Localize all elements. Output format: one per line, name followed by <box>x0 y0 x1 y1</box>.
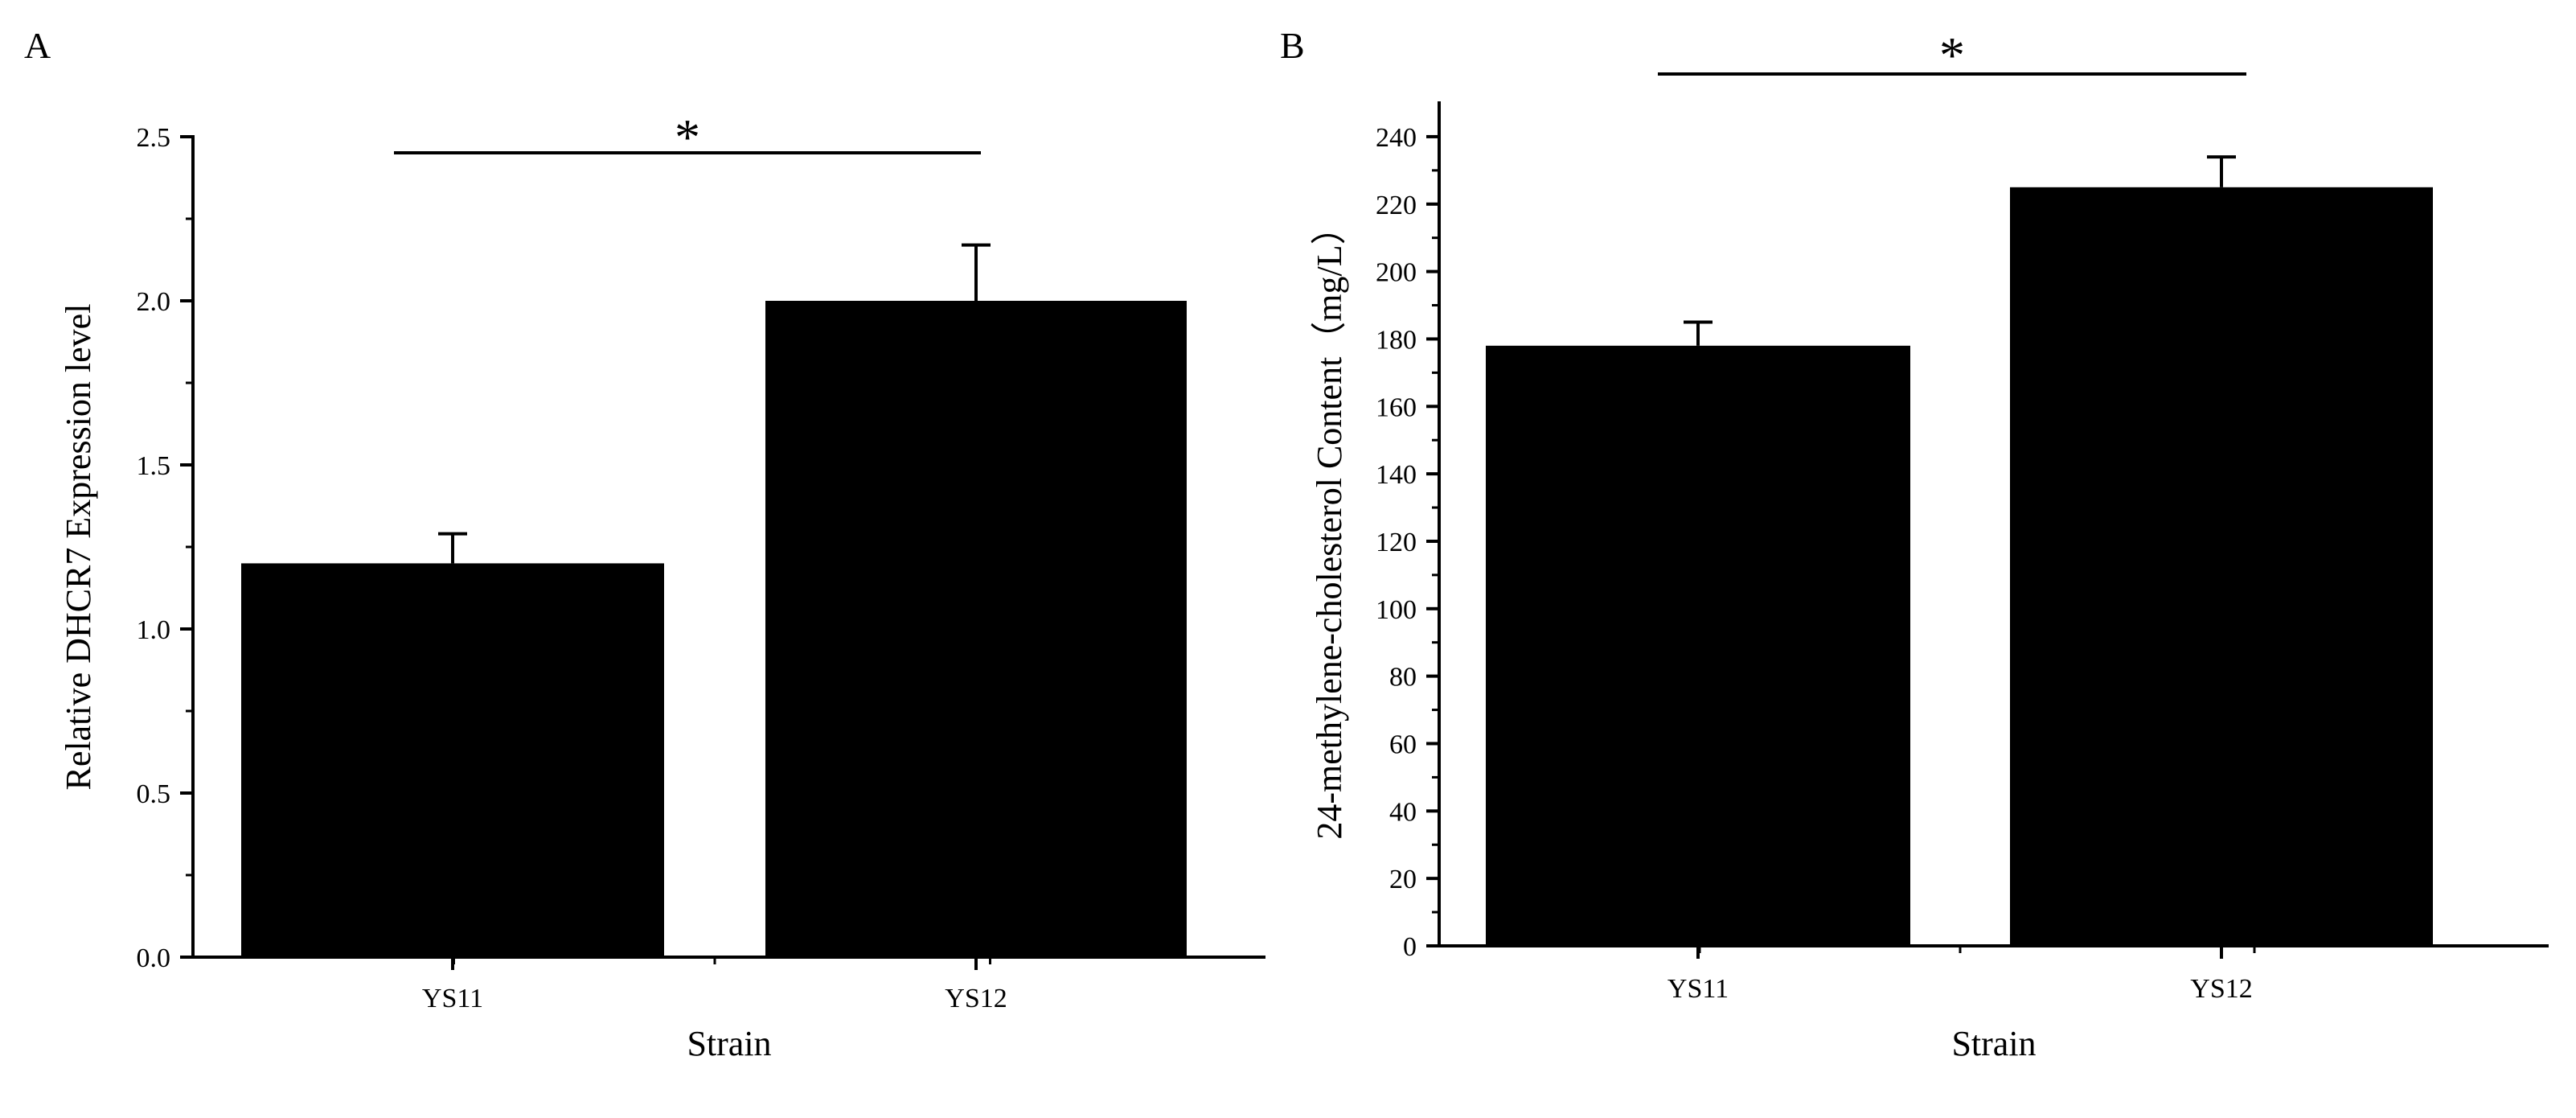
y-tick-label: 120 <box>1376 528 1417 557</box>
panel-b-x-ticks: YS11 YS12 <box>1667 946 2256 1004</box>
y-tick-label: 100 <box>1376 595 1417 625</box>
y-tick-label: 200 <box>1376 258 1417 288</box>
y-tick-label: 80 <box>1389 663 1417 693</box>
panel-a-bars <box>241 243 1187 957</box>
y-tick-label: 160 <box>1376 393 1417 422</box>
panel-b: B 0 20 40 60 80 100 120 140 160 180 200 220 240 YS11… <box>1280 25 2549 1063</box>
y-tick-label: 1.0 <box>137 615 171 645</box>
bar-ys12 <box>2010 187 2433 947</box>
x-tick-label: YS12 <box>2190 974 2252 1004</box>
panel-a: A 0.0 0.5 1.0 1.5 2.0 2.5 YS11 YS12 * Strain R… <box>24 25 1265 1063</box>
panel-a-y-axis-title: Relative DHCR7 Expression level <box>59 304 98 791</box>
panel-b-y-axis-title: 24-methylene-cholesterol Content（mg/L） <box>1310 209 1349 839</box>
panel-b-x-axis-title: Strain <box>1951 1024 2036 1063</box>
panel-b-significance-star: * <box>1939 27 1965 84</box>
x-tick-label: YS12 <box>945 984 1007 1013</box>
y-tick-label: 20 <box>1389 865 1417 894</box>
y-tick-label: 240 <box>1376 123 1417 153</box>
panel-a-label: A <box>24 25 51 66</box>
y-tick-label: 0.5 <box>137 779 171 809</box>
y-tick-label: 220 <box>1376 191 1417 220</box>
y-tick-label: 40 <box>1389 797 1417 827</box>
y-tick-label: 140 <box>1376 460 1417 490</box>
bar-ys11 <box>1486 345 1910 947</box>
panel-a-x-ticks: YS11 YS12 <box>422 957 1007 1013</box>
y-tick-label: 2.5 <box>137 123 171 153</box>
y-tick-label: 2.0 <box>137 287 171 317</box>
panel-b-bars <box>1486 155 2433 947</box>
bar-ys12 <box>765 301 1187 957</box>
panel-a-x-axis-title: Strain <box>687 1024 771 1063</box>
y-tick-label: 1.5 <box>137 451 171 481</box>
y-tick-label: 0.0 <box>137 943 171 973</box>
x-tick-label: YS11 <box>422 984 483 1013</box>
panel-b-label: B <box>1280 25 1305 66</box>
panel-a-significance-star: * <box>675 109 700 166</box>
panel-b-y-ticks: 0 20 40 60 80 100 120 140 160 180 200 220 240 <box>1376 123 1439 962</box>
y-tick-label: 60 <box>1389 730 1417 759</box>
x-tick-label: YS11 <box>1667 974 1729 1004</box>
panel-a-y-ticks: 0.0 0.5 1.0 1.5 2.0 2.5 <box>137 123 193 973</box>
bar-ys11 <box>241 563 664 957</box>
y-tick-label: 180 <box>1376 325 1417 355</box>
y-tick-label: 0 <box>1403 932 1417 962</box>
